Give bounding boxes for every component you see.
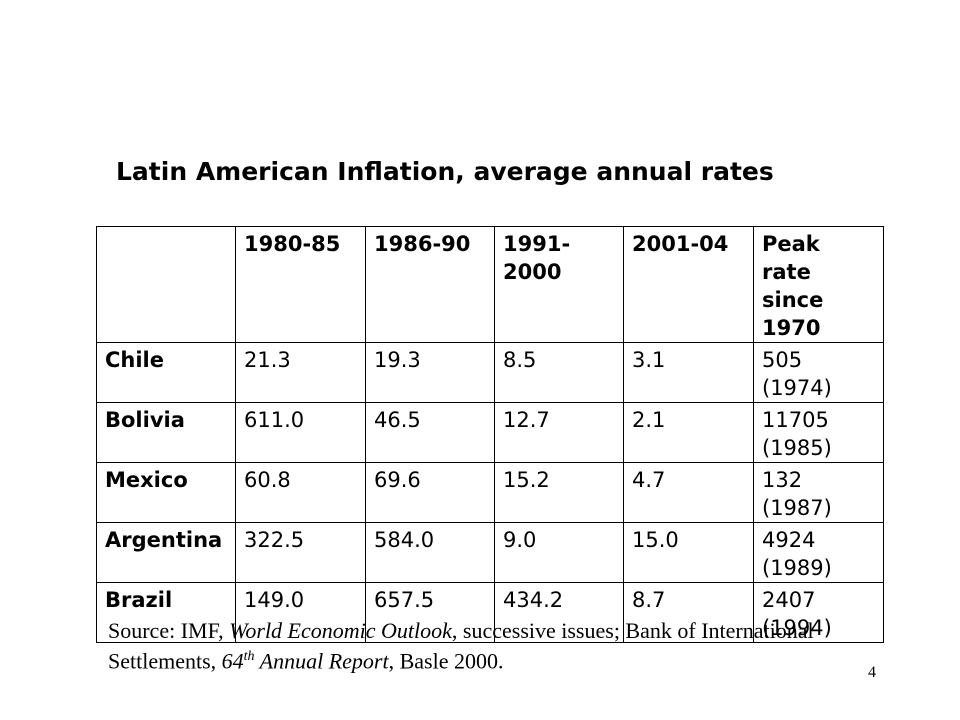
source-note: Source: IMF, World Economic Outlook, suc… — [108, 618, 888, 674]
table-row: Argentina 322.5 584.0 9.0 15.0 4924 (198… — [96, 522, 884, 583]
value-cell: 2.1 — [623, 402, 754, 463]
value-cell: 322.5 — [235, 522, 366, 583]
peak-year: (1989) — [762, 556, 832, 580]
table-row: Chile 21.3 19.3 8.5 3.1 505 (1974) — [96, 342, 884, 403]
value-cell: 15.2 — [494, 462, 624, 523]
source-prefix: Source: IMF, — [108, 618, 230, 643]
value-cell: 12.7 — [494, 402, 624, 463]
peak-rate: 2407 — [762, 588, 816, 612]
peak-cell: 4924 (1989) — [753, 522, 884, 583]
value-cell: 19.3 — [365, 342, 495, 403]
inflation-table: 1980-85 1986-90 1991- 2000 2001-04 Peak … — [96, 226, 884, 643]
value-cell: 21.3 — [235, 342, 366, 403]
table-row: Brazil 149.0 657.5 434.2 8.7 2407 (1994) — [96, 582, 884, 643]
value-cell: 3.1 — [623, 342, 754, 403]
peak-year: (1985) — [762, 436, 832, 460]
value-cell: 4.7 — [623, 462, 754, 523]
peak-cell: 2407 (1994) — [753, 582, 884, 643]
country-cell: Argentina — [96, 522, 236, 583]
header-cell: Peak rate since 1970 — [753, 226, 884, 343]
source-edition-number: 64 — [221, 648, 244, 674]
header-cell: 2001-04 — [623, 226, 754, 343]
peak-cell: 11705 (1985) — [753, 402, 884, 463]
value-cell: 69.6 — [365, 462, 495, 523]
value-cell: 46.5 — [365, 402, 495, 463]
value-cell: 657.5 — [365, 582, 495, 643]
page-title: Latin American Inflation, average annual… — [116, 157, 774, 186]
value-cell: 8.7 — [623, 582, 754, 643]
peak-rate: 505 — [762, 348, 803, 372]
peak-year: (1994) — [762, 616, 832, 640]
peak-rate: 11705 — [762, 408, 829, 432]
country-cell: Bolivia — [96, 402, 236, 463]
value-cell: 611.0 — [235, 402, 366, 463]
peak-year: (1987) — [762, 496, 832, 520]
page-number: 4 — [868, 664, 876, 681]
source-suffix: , Basle 2000. — [388, 648, 504, 674]
country-cell: Brazil — [96, 582, 236, 643]
value-cell: 434.2 — [494, 582, 624, 643]
header-cell — [96, 226, 236, 343]
value-cell: 15.0 — [623, 522, 754, 583]
header-cell: 1991- 2000 — [494, 226, 624, 343]
peak-year: (1974) — [762, 376, 832, 400]
peak-cell: 132 (1987) — [753, 462, 884, 523]
value-cell: 60.8 — [235, 462, 366, 523]
source-publication: World Economic Outlook — [229, 618, 452, 643]
header-cell: 1986-90 — [365, 226, 495, 343]
peak-rate: 4924 — [762, 528, 816, 552]
source-edition-suffix: th — [243, 649, 255, 664]
peak-rate: 132 — [762, 468, 803, 492]
country-cell: Mexico — [96, 462, 236, 523]
source-middle: , successive issues; Bank of Internation… — [108, 618, 814, 674]
value-cell: 8.5 — [494, 342, 624, 403]
value-cell: 149.0 — [235, 582, 366, 643]
value-cell: 9.0 — [494, 522, 624, 583]
table-header-row: 1980-85 1986-90 1991- 2000 2001-04 Peak … — [96, 226, 884, 343]
table-row: Bolivia 611.0 46.5 12.7 2.1 11705 (1985) — [96, 402, 884, 463]
country-cell: Chile — [96, 342, 236, 403]
table-row: Mexico 60.8 69.6 15.2 4.7 132 (1987) — [96, 462, 884, 523]
source-report: Annual Report — [254, 648, 389, 674]
peak-cell: 505 (1974) — [753, 342, 884, 403]
header-cell: 1980-85 — [235, 226, 366, 343]
value-cell: 584.0 — [365, 522, 495, 583]
